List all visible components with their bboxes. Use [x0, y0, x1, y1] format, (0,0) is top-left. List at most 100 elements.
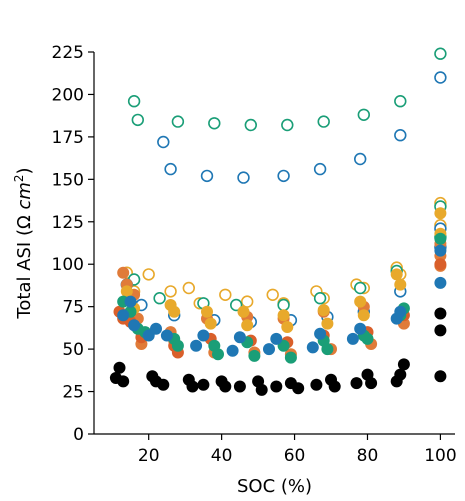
filled-data-point: [237, 305, 250, 318]
data-points-layer: [109, 47, 447, 396]
filled-data-point: [394, 368, 407, 381]
open-data-point: [164, 285, 177, 298]
open-data-point: [219, 288, 232, 301]
filled-data-point: [346, 332, 359, 345]
y-tick-label: 0: [73, 425, 84, 445]
y-tick-label: 100: [52, 255, 84, 275]
filled-data-point: [120, 285, 133, 298]
filled-data-point: [157, 378, 170, 391]
axes-layer: 20 40 60 80 100 0 25 50 75 100 125 150 175 200 225: [52, 43, 457, 466]
open-data-point: [208, 117, 221, 130]
filled-data-point: [434, 207, 447, 220]
filled-data-point: [310, 378, 323, 391]
filled-data-point: [434, 324, 447, 337]
series-group: [120, 207, 447, 333]
open-data-point: [354, 281, 367, 295]
filled-data-point: [354, 322, 367, 335]
filled-data-point: [434, 244, 447, 257]
x-axis-label: SOC (%): [237, 476, 312, 497]
filled-data-point: [233, 331, 246, 344]
filled-data-point: [241, 319, 254, 332]
open-data-point: [434, 47, 447, 60]
y-axis-label-close: ): [14, 167, 35, 174]
open-data-point: [317, 115, 330, 128]
filled-data-point: [390, 268, 403, 281]
filled-data-point: [255, 383, 268, 396]
series-group: [117, 244, 447, 357]
y-axis-label-exponent: 2: [12, 174, 26, 182]
open-data-point: [394, 94, 407, 108]
filled-data-point: [197, 378, 210, 391]
filled-data-point: [128, 319, 141, 332]
filled-data-point: [201, 305, 213, 318]
open-data-point: [230, 298, 243, 312]
filled-data-point: [233, 380, 246, 393]
y-tick-label: 175: [52, 128, 84, 148]
filled-data-point: [113, 361, 126, 374]
open-data-point: [266, 288, 279, 301]
filled-data-point: [117, 375, 130, 388]
open-data-point: [313, 162, 327, 176]
filled-data-point: [394, 278, 407, 291]
filled-data-point: [434, 370, 447, 383]
x-ticks: 20 40 60 80 100: [138, 434, 457, 466]
open-data-point: [237, 171, 250, 184]
open-data-point: [127, 94, 141, 108]
filled-data-point: [292, 382, 305, 395]
filled-data-point: [317, 304, 330, 317]
filled-data-point: [328, 380, 341, 393]
x-tick-label: 60: [284, 446, 306, 466]
x-tick-label: 20: [138, 446, 160, 466]
open-data-point: [157, 135, 170, 149]
filled-data-point: [204, 317, 217, 330]
y-axis-label-unit: cm: [14, 182, 35, 209]
filled-data-point: [168, 305, 181, 318]
filled-data-point: [160, 329, 173, 342]
filled-data-point: [117, 309, 130, 322]
open-data-point: [244, 118, 258, 132]
filled-data-point: [434, 307, 447, 320]
open-data-point: [277, 169, 290, 183]
series-group: [127, 47, 447, 132]
filled-data-point: [171, 339, 184, 352]
open-data-point: [434, 71, 447, 84]
filled-data-point: [361, 332, 374, 345]
filled-data-point: [354, 295, 367, 308]
filled-data-point: [394, 305, 407, 318]
filled-data-point: [281, 321, 294, 333]
open-data-point: [131, 113, 145, 127]
series-group: [109, 307, 447, 396]
y-axis-label: Total ASI (Ω cm2): [12, 167, 35, 319]
filled-data-point: [434, 276, 447, 289]
filled-data-point: [150, 322, 162, 335]
filled-data-point: [124, 295, 137, 308]
filled-data-point: [270, 380, 283, 393]
filled-data-point: [212, 348, 224, 361]
filled-data-point: [284, 351, 297, 364]
open-data-point: [182, 281, 196, 295]
x-tick-label: 40: [211, 446, 233, 466]
filled-data-point: [397, 358, 410, 371]
filled-data-point: [321, 343, 334, 356]
series-group: [157, 71, 447, 184]
y-tick-label: 200: [52, 85, 84, 105]
open-data-point: [281, 118, 294, 132]
y-axis-label-main: Total ASI (Ω: [14, 210, 35, 320]
y-tick-label: 25: [62, 383, 84, 403]
filled-data-point: [197, 329, 210, 342]
open-data-point: [164, 162, 177, 176]
open-data-point: [200, 169, 214, 183]
y-tick-label: 125: [52, 213, 84, 233]
open-data-point: [313, 292, 327, 305]
filled-data-point: [306, 341, 319, 354]
x-tick-label: 80: [357, 446, 379, 466]
y-tick-label: 75: [62, 298, 84, 318]
filled-data-point: [321, 317, 334, 330]
open-data-point: [357, 108, 370, 122]
y-tick-label: 150: [52, 170, 84, 190]
filled-data-point: [190, 339, 203, 352]
open-data-point: [277, 298, 290, 312]
open-data-point: [354, 152, 367, 166]
filled-data-point: [314, 327, 327, 340]
